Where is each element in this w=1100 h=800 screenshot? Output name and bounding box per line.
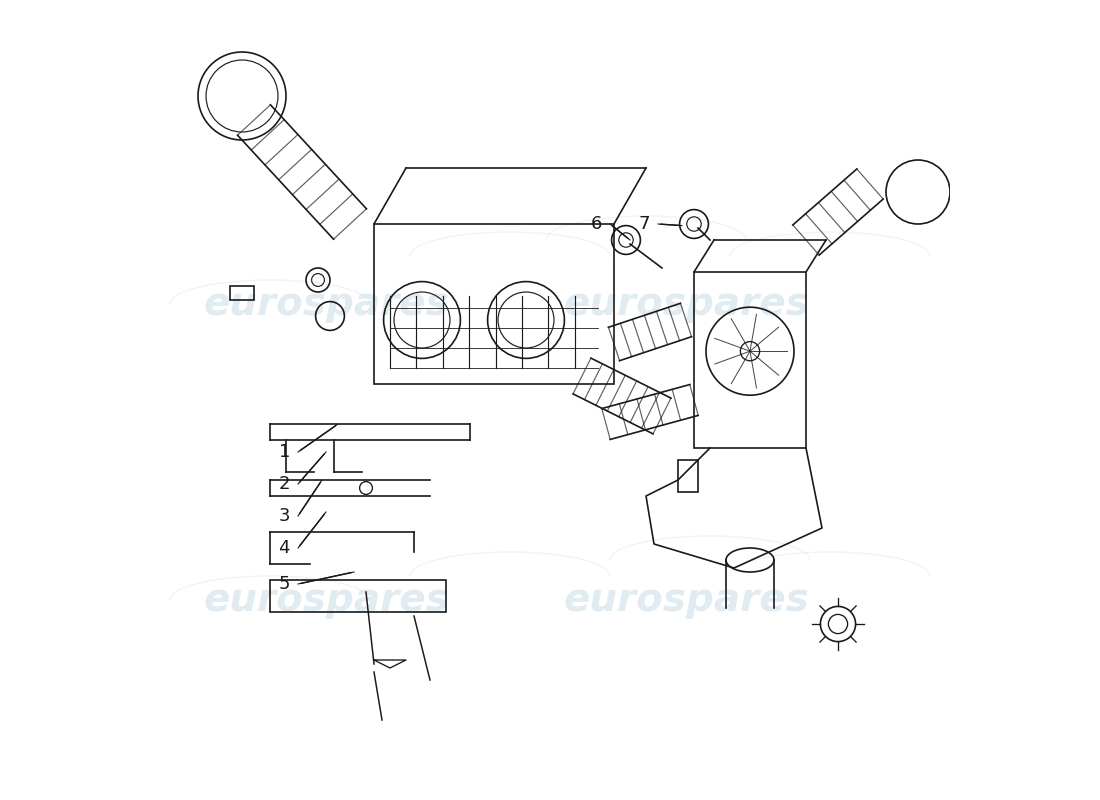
Text: 2: 2 (278, 475, 290, 493)
Text: 6: 6 (591, 215, 602, 233)
Text: 4: 4 (278, 539, 290, 557)
Text: eurospares: eurospares (563, 285, 808, 323)
Text: eurospares: eurospares (563, 581, 808, 619)
Text: eurospares: eurospares (204, 285, 449, 323)
Text: eurospares: eurospares (204, 581, 449, 619)
Text: 1: 1 (278, 443, 290, 461)
Text: 3: 3 (278, 507, 290, 525)
Text: 7: 7 (638, 215, 650, 233)
Text: 5: 5 (278, 575, 290, 593)
